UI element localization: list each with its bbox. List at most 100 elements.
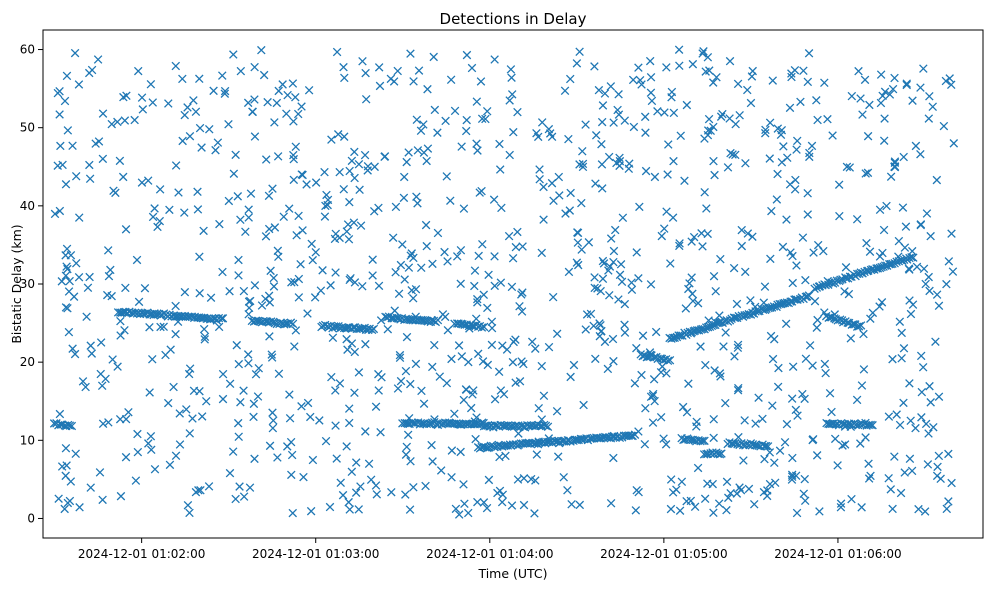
data-point <box>629 122 639 132</box>
data-point <box>721 328 730 337</box>
data-point <box>218 394 228 404</box>
data-point <box>693 463 703 473</box>
data-point <box>274 86 283 96</box>
data-point <box>478 357 488 366</box>
data-point <box>320 167 329 177</box>
data-point <box>775 446 785 455</box>
data-point <box>598 256 608 266</box>
data-point <box>863 168 873 178</box>
data-point <box>648 389 658 399</box>
data-point <box>768 354 778 364</box>
data-point <box>803 77 813 87</box>
data-point <box>228 447 238 456</box>
data-point <box>344 418 354 428</box>
data-point <box>236 66 246 76</box>
data-point <box>549 196 558 206</box>
data-point <box>268 184 277 193</box>
data-point <box>922 209 932 218</box>
data-point <box>700 188 709 197</box>
data-point <box>511 242 521 252</box>
data-point <box>649 375 659 384</box>
data-point <box>220 89 230 98</box>
data-point <box>422 156 431 166</box>
data-point <box>217 314 226 323</box>
data-point <box>396 260 406 270</box>
data-point <box>61 271 71 280</box>
data-point <box>236 397 245 407</box>
data-point <box>197 143 206 152</box>
data-point <box>318 266 327 275</box>
data-point <box>835 211 844 221</box>
data-point <box>459 395 469 405</box>
data-point <box>408 293 418 303</box>
data-point <box>682 407 692 417</box>
data-point <box>370 162 379 172</box>
data-point <box>297 102 306 111</box>
data-point <box>701 360 710 370</box>
data-point <box>293 109 303 119</box>
data-point <box>239 286 249 296</box>
data-point <box>266 266 275 276</box>
data-point <box>71 449 80 459</box>
data-point <box>404 413 414 423</box>
data-point <box>302 180 311 189</box>
data-point <box>111 188 120 198</box>
data-point <box>731 150 740 160</box>
data-point <box>589 321 598 331</box>
data-point <box>57 277 67 286</box>
data-point <box>343 345 352 354</box>
data-point <box>917 387 927 397</box>
data-point <box>876 70 886 79</box>
data-point <box>856 321 866 330</box>
data-point <box>498 490 508 499</box>
data-point <box>740 267 750 277</box>
data-point <box>590 273 599 282</box>
data-point <box>705 66 714 75</box>
data-point <box>939 121 949 131</box>
data-point <box>770 478 780 488</box>
data-point <box>239 386 248 395</box>
data-point <box>885 90 895 99</box>
data-point <box>93 55 103 64</box>
data-point <box>294 211 303 221</box>
data-point <box>165 460 175 470</box>
data-point <box>430 415 439 424</box>
data-point <box>609 246 619 256</box>
data-point <box>121 452 131 462</box>
data-point <box>270 223 280 232</box>
data-point <box>760 454 769 464</box>
data-point <box>932 290 942 299</box>
data-point <box>802 292 812 301</box>
data-point <box>147 445 156 455</box>
data-point <box>890 73 899 83</box>
data-point <box>350 347 360 357</box>
data-point <box>169 382 178 392</box>
data-point <box>805 341 815 350</box>
data-point <box>813 315 822 325</box>
data-point <box>808 435 817 445</box>
data-point <box>254 364 264 373</box>
data-point <box>911 141 921 151</box>
data-point <box>403 430 413 440</box>
data-point <box>773 382 783 392</box>
data-point <box>646 88 656 97</box>
data-point <box>456 246 466 255</box>
data-point <box>171 161 181 170</box>
data-point <box>753 306 763 316</box>
data-point <box>698 49 707 58</box>
data-point <box>765 118 775 128</box>
data-point <box>565 74 575 84</box>
data-point <box>401 450 411 459</box>
data-point <box>875 302 884 311</box>
data-point <box>250 62 259 72</box>
data-point <box>308 455 318 465</box>
data-point <box>204 482 214 491</box>
data-point <box>808 361 817 370</box>
data-point <box>863 131 873 141</box>
data-point <box>199 226 208 236</box>
data-point <box>345 505 354 514</box>
data-point <box>668 213 678 222</box>
data-point <box>75 503 84 512</box>
data-point <box>351 458 361 467</box>
data-point <box>249 412 258 422</box>
